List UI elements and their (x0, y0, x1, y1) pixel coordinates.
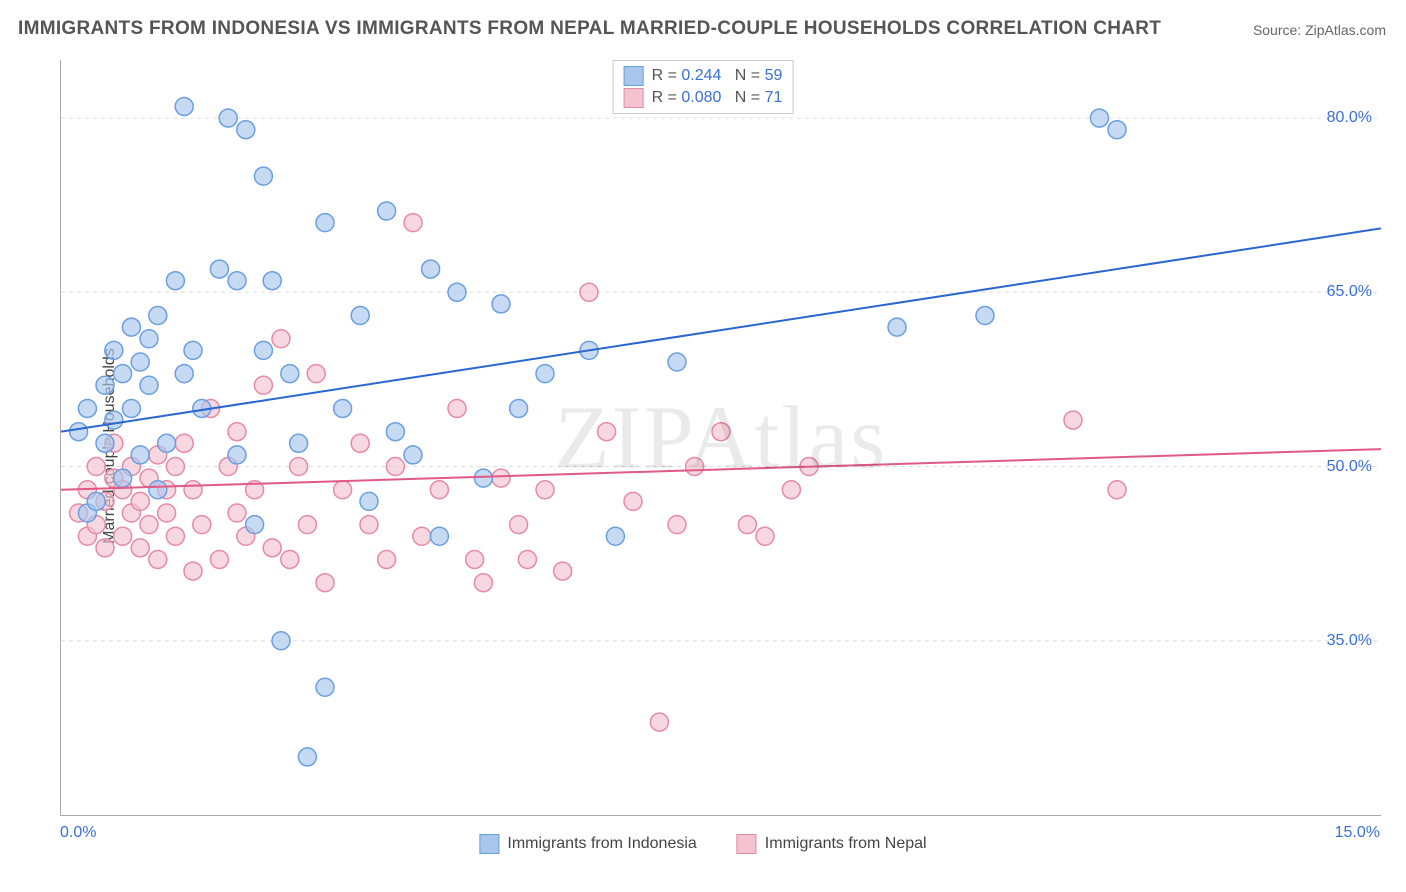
chart-plot-area: ZIPAtlas (60, 60, 1381, 816)
legend-label-indonesia: Immigrants from Indonesia (507, 835, 696, 853)
x-tick-min: 0.0% (60, 824, 96, 842)
y-tick-label: 65.0% (1327, 283, 1372, 301)
legend-row-indonesia: R = 0.244 N = 59 (624, 65, 783, 87)
legend-stats-indonesia: R = 0.244 N = 59 (652, 67, 783, 85)
swatch-indonesia-icon (624, 66, 644, 86)
y-tick-label: 80.0% (1327, 109, 1372, 127)
source-text: Source: ZipAtlas.com (1253, 22, 1386, 38)
swatch-nepal-icon (624, 88, 644, 108)
chart-title: IMMIGRANTS FROM INDONESIA VS IMMIGRANTS … (18, 18, 1161, 40)
swatch-indonesia-icon (479, 834, 499, 854)
correlation-legend: R = 0.244 N = 59 R = 0.080 N = 71 (613, 60, 794, 114)
legend-label-nepal: Immigrants from Nepal (765, 835, 927, 853)
legend-item-indonesia: Immigrants from Indonesia (479, 834, 696, 854)
y-tick-label: 35.0% (1327, 632, 1372, 650)
x-tick-max: 15.0% (1335, 824, 1380, 842)
legend-item-nepal: Immigrants from Nepal (737, 834, 927, 854)
scatter-chart-svg (61, 60, 1381, 815)
legend-row-nepal: R = 0.080 N = 71 (624, 87, 783, 109)
series-legend: Immigrants from Indonesia Immigrants fro… (479, 834, 926, 854)
legend-stats-nepal: R = 0.080 N = 71 (652, 89, 783, 107)
swatch-nepal-icon (737, 834, 757, 854)
y-tick-label: 50.0% (1327, 458, 1372, 476)
